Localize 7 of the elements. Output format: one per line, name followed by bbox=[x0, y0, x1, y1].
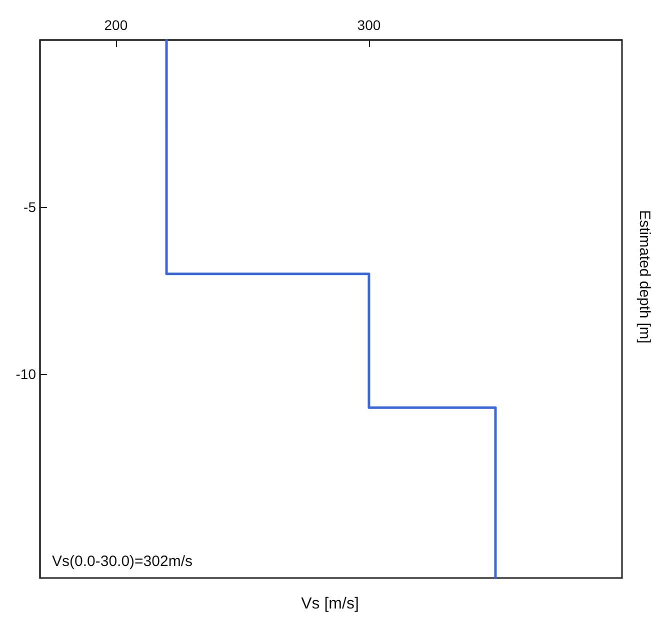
y-tick-label: -10 bbox=[16, 366, 36, 382]
annotation: Vs(0.0-30.0)=302m/s bbox=[52, 553, 192, 570]
x-tick-label: 200 bbox=[104, 17, 128, 33]
y-axis-title: Estimated depth [m] bbox=[636, 210, 653, 344]
y-tick-label: -5 bbox=[24, 199, 36, 216]
x-tick-label: 300 bbox=[357, 17, 381, 33]
x-axis-title: Vs [m/s] bbox=[301, 596, 359, 612]
